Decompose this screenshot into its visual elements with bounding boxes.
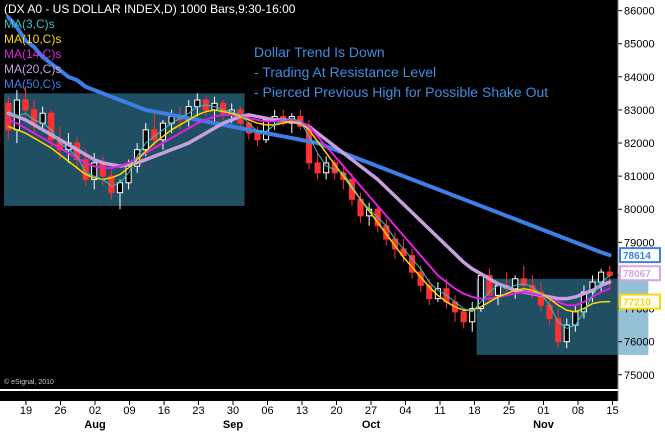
x-tick-label: 18: [468, 405, 480, 417]
last-value-text: 78067: [623, 269, 651, 280]
ma-legend-item: MA(3,C)s: [4, 17, 55, 31]
y-tick-label: 84000: [624, 72, 655, 84]
last-value-box: [619, 293, 661, 310]
x-tick-label: 16: [158, 405, 170, 417]
month-label: Nov: [533, 419, 555, 431]
candle-body: [417, 271, 424, 286]
x-tick-label: 20: [330, 405, 342, 417]
candle-body: [22, 99, 29, 111]
candle-body: [555, 317, 562, 343]
candle-body: [563, 324, 570, 343]
last-value-box: [619, 247, 661, 264]
price-axis: 7500076000770007800079000800008100082000…: [618, 6, 655, 382]
candlestick-series: [5, 86, 613, 349]
x-tick-label: 26: [54, 405, 66, 417]
y-tick-label: 85000: [624, 39, 655, 51]
candle-body: [314, 162, 321, 174]
ma3-line: [7, 104, 611, 329]
ma-legend-item: MA(50,C)s: [4, 77, 61, 91]
month-label: Oct: [362, 419, 381, 431]
copyright-text: © eSignal, 2010: [4, 378, 54, 386]
x-tick-label: 06: [261, 405, 273, 417]
candle-body: [426, 284, 433, 300]
y-tick-label: 75000: [624, 370, 655, 382]
month-label: Aug: [84, 419, 105, 431]
ma-legend-item: MA(14,C)s: [4, 47, 61, 61]
resistance-box-2: [476, 278, 649, 355]
candle-body: [220, 102, 227, 114]
y-tick-label: 81000: [624, 171, 655, 183]
candle-body: [142, 129, 149, 151]
chart-title: (DX A0 - US DOLLAR INDEX,D) 1000 Bars,9:…: [4, 2, 296, 16]
y-tick-label: 80000: [624, 204, 655, 216]
candle-body: [512, 278, 519, 290]
x-tick-label: 02: [89, 405, 101, 417]
candle-body: [460, 311, 467, 323]
annotation-line-2: - Trading At Resistance Level: [254, 64, 436, 80]
time-axis-panel: [0, 401, 665, 435]
x-tick-label: 04: [399, 405, 411, 417]
x-tick-label: 15: [606, 405, 618, 417]
candle-body: [194, 99, 201, 108]
last-value-text: 78614: [623, 251, 651, 262]
x-tick-label: 27: [365, 405, 377, 417]
candle-body: [5, 102, 12, 131]
x-tick-label: 13: [296, 405, 308, 417]
x-tick-label: 01: [537, 405, 549, 417]
candle-body: [469, 308, 476, 323]
y-tick-label: 76000: [624, 337, 655, 349]
last-value-box: [619, 265, 661, 282]
ma50-line: [6, 15, 612, 258]
candle-body: [323, 162, 330, 174]
x-tick-label: 25: [503, 405, 515, 417]
candle-body: [254, 132, 261, 141]
candle-body: [520, 278, 527, 286]
candle-body: [546, 304, 553, 319]
month-label: Sep: [223, 419, 243, 431]
x-tick-label: 23: [192, 405, 204, 417]
last-value-labels: 78614 78067 77210: [619, 247, 661, 310]
annotation-line-1: Dollar Trend Is Down: [254, 44, 385, 60]
ma10-line: [7, 109, 611, 313]
ma14-line: [7, 113, 611, 307]
ma-legend-item: MA(10,C)s: [4, 32, 61, 46]
last-value-text: 77210: [623, 298, 651, 309]
time-axis: 19 26 02 09 16 23 30 06 13 20 27 04 11 18 25 01 08 15 Aug S…: [20, 401, 619, 431]
x-tick-label: 30: [227, 405, 239, 417]
candle-body: [116, 182, 124, 194]
y-tick-label: 79000: [624, 237, 655, 249]
ma-legend: MA(3,C)sMA(10,C)sMA(14,C)sMA(20,C)sMA(50…: [4, 17, 61, 91]
annotation-line-3: - Pierced Previous High for Possible Sha…: [254, 84, 548, 100]
y-tick-label: 86000: [624, 6, 655, 18]
candle-body: [48, 112, 55, 141]
candle-body: [486, 274, 493, 296]
price-axis-panel: [618, 0, 665, 435]
x-tick-label: 19: [20, 405, 32, 417]
candle-body: [30, 109, 38, 124]
candle-body: [39, 112, 46, 124]
ma-legend-item: MA(20,C)s: [4, 62, 61, 76]
candle-body: [91, 162, 98, 180]
x-tick-label: 08: [572, 405, 584, 417]
x-tick-label: 09: [123, 405, 135, 417]
y-tick-label: 82000: [624, 138, 655, 150]
x-tick-label: 11: [434, 405, 445, 417]
moving-average-lines: [6, 15, 612, 329]
candle-body: [82, 159, 89, 180]
y-tick-label: 83000: [624, 105, 655, 117]
candle-body: [537, 291, 545, 306]
